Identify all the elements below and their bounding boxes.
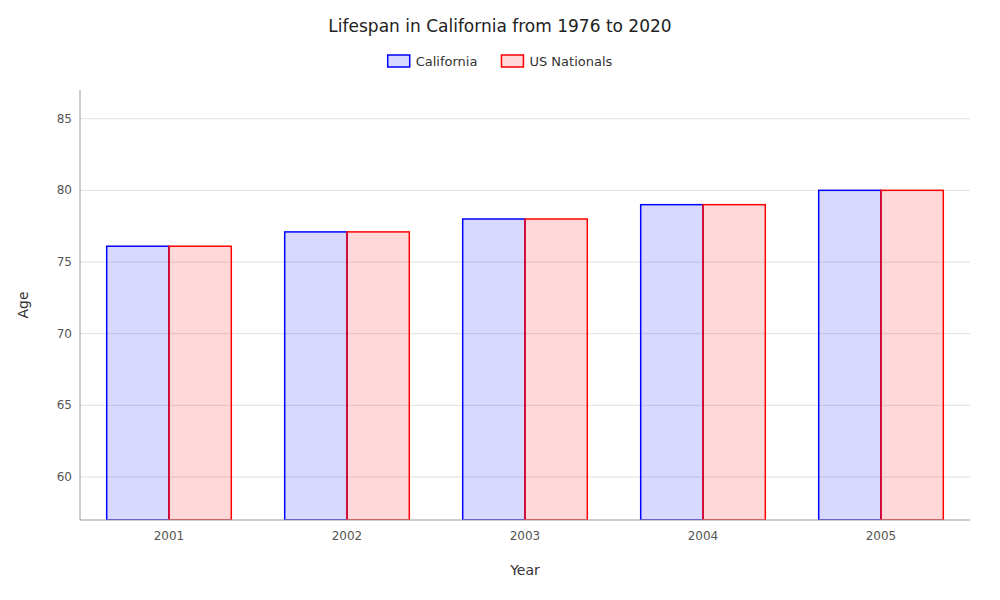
x-axis-line: [80, 520, 970, 521]
title: Lifespan in California from 1976 to 2020: [328, 16, 671, 36]
x-axis-title: Year: [509, 562, 540, 578]
y-tick-label: 65: [57, 398, 72, 412]
bar: [169, 246, 231, 520]
y-axis-title: Age: [15, 291, 31, 318]
legend-item: US Nationals: [501, 54, 612, 69]
bar: [819, 190, 881, 520]
legend: California US Nationals: [388, 54, 613, 69]
y-tick-label: 80: [57, 183, 72, 197]
x-tick-label: 2005: [866, 529, 897, 543]
bar: [703, 205, 765, 520]
y-tick-label: 70: [57, 327, 72, 341]
legend-item: California: [388, 54, 478, 69]
y-axis-line: [80, 90, 81, 520]
bars: [107, 190, 944, 520]
x-tick-label: 2003: [510, 529, 541, 543]
legend-label: US Nationals: [529, 54, 612, 69]
bar: [107, 246, 169, 520]
bar: [525, 219, 587, 520]
chart: 60 65 70 75 80 85 2001 2002 2003 2004 2005 Year Age L…: [0, 0, 1000, 600]
grid-line: [80, 118, 970, 119]
bar: [881, 190, 943, 520]
legend-swatch: [501, 55, 523, 67]
y-tick-label: 60: [57, 470, 72, 484]
legend-swatch: [388, 55, 410, 67]
x-tick-label: 2002: [332, 529, 363, 543]
bar: [641, 205, 703, 520]
x-tick-label: 2004: [688, 529, 719, 543]
bar: [347, 232, 409, 520]
y-tick-label: 85: [57, 112, 72, 126]
bar: [463, 219, 525, 520]
bar: [285, 232, 347, 520]
legend-label: California: [416, 54, 478, 69]
x-tick-label: 2001: [154, 529, 185, 543]
y-tick-label: 75: [57, 255, 72, 269]
